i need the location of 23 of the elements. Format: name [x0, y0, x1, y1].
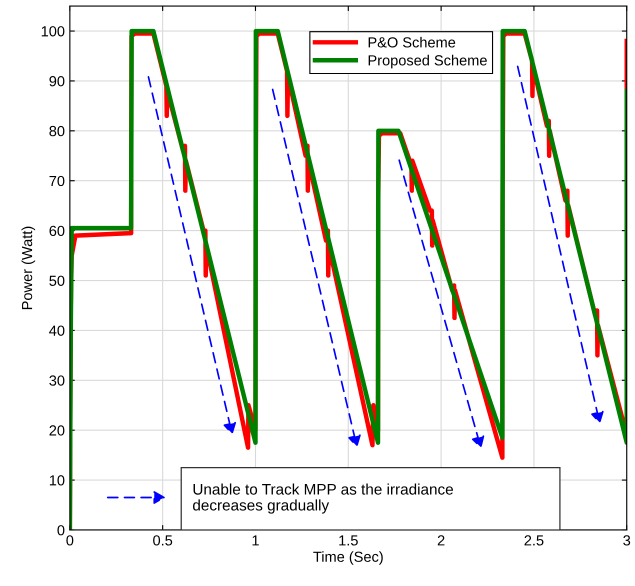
y-tick-label: 70 — [50, 176, 64, 186]
y-tick-label: 20 — [50, 425, 64, 436]
y-tick-label: 60 — [50, 226, 64, 236]
x-tick-label: 0 — [66, 535, 74, 546]
annotation: Unable to Track MPP as the irradiance decreases gradually — [193, 483, 453, 514]
x-tick-label: 2 — [438, 535, 444, 546]
y-tick-label: 100 — [42, 26, 64, 36]
x-tick-label: 3 — [623, 535, 630, 546]
y-axis-title: Power (Watt) — [22, 226, 36, 310]
y-tick-label: 0 — [57, 525, 64, 536]
y-tick-label: 30 — [49, 375, 64, 386]
x-tick-label: 1 — [252, 535, 259, 546]
legend-label: Proposed Scheme — [368, 54, 487, 68]
y-tick-label: 50 — [49, 276, 64, 286]
y-tick-label: 90 — [49, 76, 64, 86]
y-tick-label: 80 — [49, 126, 64, 136]
x-tick-label: 2.5 — [524, 535, 544, 546]
x-tick-label: 0.5 — [153, 535, 172, 546]
x-tick-label: 1.5 — [339, 535, 358, 546]
y-tick-label: 40 — [49, 326, 64, 336]
y-tick-label: 10 — [50, 475, 64, 486]
x-axis-title: Time (Sec) — [313, 551, 383, 565]
legend-label: P&O Scheme — [368, 36, 456, 48]
